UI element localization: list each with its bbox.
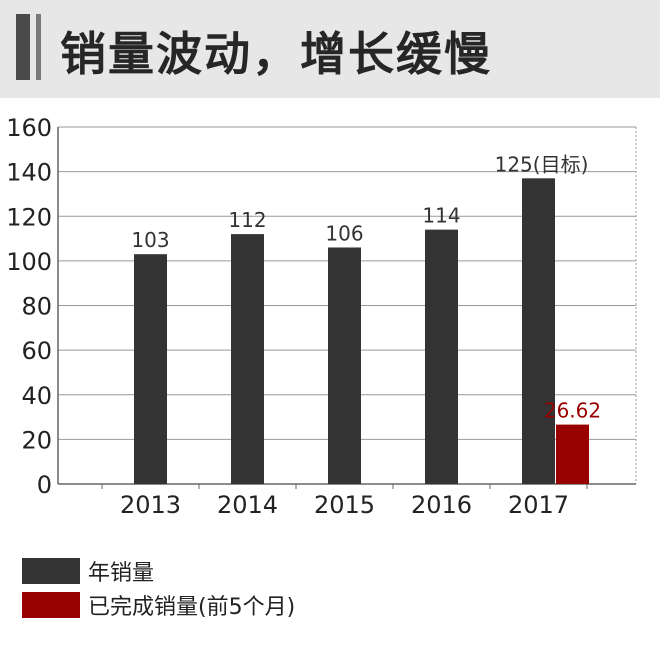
bar-annual-2014 — [231, 234, 264, 484]
y-tick-label-0: 0 — [37, 471, 52, 499]
bar-annual-2013 — [134, 254, 167, 484]
y-tick-label-120: 120 — [6, 203, 52, 231]
bar-annual-2017 — [522, 178, 555, 484]
x-tick-label-2013: 2013 — [120, 491, 181, 519]
legend-item-completed: 已完成销量(前5个月) — [22, 588, 295, 622]
y-tick-label-80: 80 — [21, 293, 52, 321]
bar-annual-2015 — [328, 247, 361, 484]
data-label-completed-2017: 26.62 — [544, 399, 601, 423]
chart-legend: 年销量 已完成销量(前5个月) — [22, 554, 295, 622]
data-label-annual-2017: 125(目标) — [495, 152, 589, 176]
y-tick-label-100: 100 — [6, 248, 52, 276]
data-label-annual-2015: 106 — [325, 221, 363, 245]
legend-item-annual: 年销量 — [22, 554, 295, 588]
legend-swatch-completed — [22, 592, 80, 618]
x-tick-label-2016: 2016 — [411, 491, 472, 519]
data-label-annual-2014: 112 — [228, 208, 266, 232]
bar-completed-2017 — [556, 424, 589, 484]
data-label-annual-2016: 114 — [422, 204, 460, 228]
y-tick-label-40: 40 — [21, 382, 52, 410]
banner-accent-bar — [16, 14, 30, 80]
x-tick-label-2017: 2017 — [508, 491, 569, 519]
legend-label-annual: 年销量 — [88, 561, 155, 586]
title-banner: 销量波动，增长缓慢 — [0, 0, 660, 98]
page-title: 销量波动，增长缓慢 — [60, 27, 492, 81]
bar-annual-2016 — [425, 229, 458, 484]
legend-label-completed: 已完成销量(前5个月) — [88, 595, 296, 620]
legend-swatch-annual — [22, 558, 80, 584]
x-tick-label-2015: 2015 — [314, 491, 375, 519]
y-tick-label-160: 160 — [6, 114, 52, 142]
data-label-annual-2013: 103 — [131, 228, 169, 252]
sales-bar-chart: 0 20 40 60 80 100 120 140 160 2013 2014 2015 2016 201… — [6, 114, 637, 519]
x-tick-label-2014: 2014 — [217, 491, 278, 519]
y-tick-label-140: 140 — [6, 159, 52, 187]
y-tick-label-60: 60 — [21, 337, 52, 365]
banner-accent-stripe — [36, 14, 41, 80]
y-tick-label-20: 20 — [21, 426, 52, 454]
